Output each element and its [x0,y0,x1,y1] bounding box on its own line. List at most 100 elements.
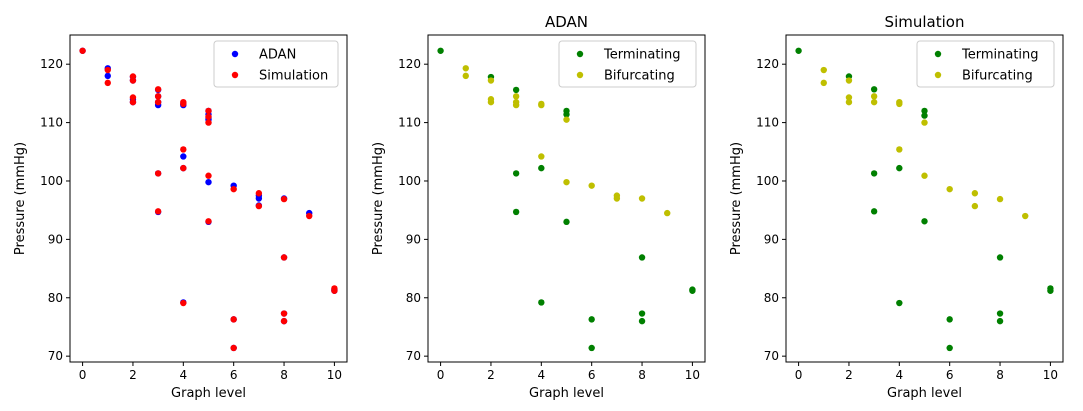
data-point [638,195,646,202]
chart-panel-2: 0 2 4 6 8 10 70 80 90 100 110 120 Graph level Pressur… [371,13,706,401]
data-point [154,86,162,93]
data-point [795,47,802,54]
data-point [487,77,495,84]
data-point [563,218,570,226]
data-point [180,164,187,172]
chart-panel-3: 0 2 4 6 8 10 70 80 90 100 110 120 Graph level Pressur… [729,13,1064,401]
x-axis-label: Graph level [529,386,604,401]
data-point [538,101,545,109]
chart-title: Simulation [885,13,965,31]
y-tick-label: 70 [406,349,421,363]
plot-frame [427,34,706,363]
data-point [255,195,263,202]
data-point [538,164,545,172]
data-point [896,299,903,307]
data-point [870,93,878,100]
data-point [230,344,237,352]
data-point [638,317,646,325]
y-tick-label: 90 [764,232,779,246]
data-point [664,209,671,217]
data-point [996,310,1004,317]
series-1 [437,47,696,352]
legend: Terminating Bifurcating [558,40,697,88]
data-point [971,202,979,210]
series-2 [820,66,1029,220]
x-tick-label: 6 [230,368,238,382]
y-tick-label: 80 [48,291,63,305]
data-point [230,316,237,323]
x-tick-label: 4 [179,368,187,382]
x-tick-label: 10 [327,368,342,382]
series-1 [795,47,1054,352]
data-point [563,111,570,118]
data-point [845,77,853,84]
legend: Terminating Bifurcating [916,40,1055,88]
legend-marker [231,50,239,58]
data-point [512,93,520,100]
data-point [230,185,237,193]
legend-marker [934,50,942,58]
data-point [280,310,288,317]
y-tick-label: 90 [48,232,63,246]
data-point [154,170,162,177]
y-tick-label: 100 [40,174,63,188]
chart-panel-1: 0 2 4 6 8 10 70 80 90 100 110 120 Graph level Pressur… [13,34,348,401]
data-point [820,66,827,74]
data-point [280,254,288,261]
data-point [205,172,212,179]
data-point [538,299,545,306]
x-tick-label: 4 [895,368,903,382]
plot-frame [69,34,348,363]
x-tick-label: 6 [946,368,954,382]
data-point [512,170,520,177]
y-tick-label: 120 [398,57,421,71]
y-tick-label: 80 [764,291,779,305]
y-tick-label: 110 [398,116,421,130]
data-point [563,178,570,186]
x-tick-label: 8 [280,368,288,382]
data-point [104,72,111,80]
data-point [996,254,1004,261]
data-point [512,86,520,94]
series-1 [79,47,338,352]
x-tick-label: 2 [129,368,137,382]
legend-marker [576,71,584,79]
data-point [689,287,696,294]
data-point [613,195,621,202]
data-point [306,212,313,220]
data-point [820,79,827,87]
legend-label: Bifurcating [962,69,1033,84]
legend-box [213,40,339,88]
data-point [921,119,928,126]
x-axis-label: Graph level [887,386,962,401]
legend-marker [231,71,239,79]
y-tick-label: 70 [48,349,63,363]
y-tick-label: 90 [406,232,421,246]
data-point [563,116,570,123]
data-point [1022,212,1029,220]
x-tick-label: 0 [79,368,87,382]
data-point [946,316,953,323]
data-point [971,190,979,197]
data-point [996,317,1004,325]
y-axis-label: Pressure (mmHg) [13,142,28,255]
data-point [538,153,545,160]
legend-label: ADAN [259,48,296,63]
data-point [180,146,187,153]
x-tick-label: 10 [685,368,700,382]
data-point [79,47,86,54]
x-axis-label: Graph level [171,386,246,401]
x-tick-label: 10 [1043,368,1058,382]
data-point [1047,287,1054,294]
data-point [870,170,878,177]
data-point [870,98,878,106]
data-point [946,185,953,193]
y-tick-label: 80 [406,291,421,305]
data-point [588,182,595,189]
data-point [154,98,162,106]
data-point [870,208,878,215]
legend-marker [576,50,584,58]
legend-label: Bifurcating [604,69,675,84]
y-tick-label: 120 [40,57,63,71]
data-point [588,316,595,323]
